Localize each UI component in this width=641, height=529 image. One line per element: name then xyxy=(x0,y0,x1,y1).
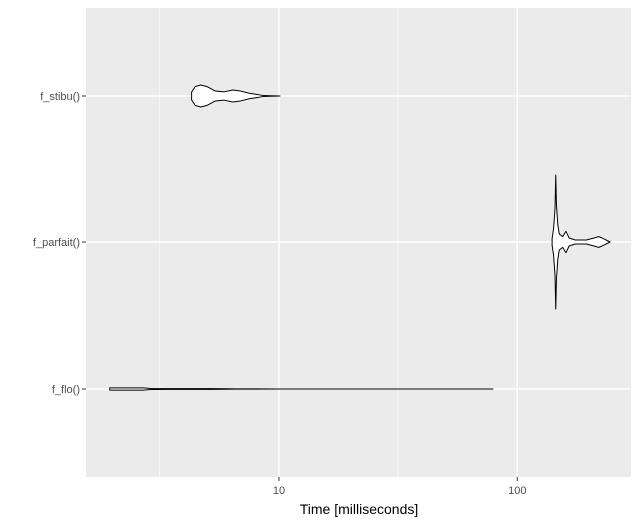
violin-f_flo xyxy=(109,387,494,391)
violin-f_stibu xyxy=(191,84,281,108)
violin-f_parfait xyxy=(551,174,611,310)
x-tick-label: 100 xyxy=(508,485,526,497)
y-tick-label: f_stibu() xyxy=(40,91,80,103)
violins xyxy=(109,84,611,391)
y-tick-label: f_flo() xyxy=(52,384,80,396)
y-axis: f_stibu() f_parfait() f_flo() xyxy=(33,91,86,396)
x-tick-label: 10 xyxy=(273,485,285,497)
x-axis: 10 100 xyxy=(273,477,526,497)
x-axis-title: Time [milliseconds] xyxy=(300,501,419,517)
y-tick-label: f_parfait() xyxy=(33,237,80,249)
